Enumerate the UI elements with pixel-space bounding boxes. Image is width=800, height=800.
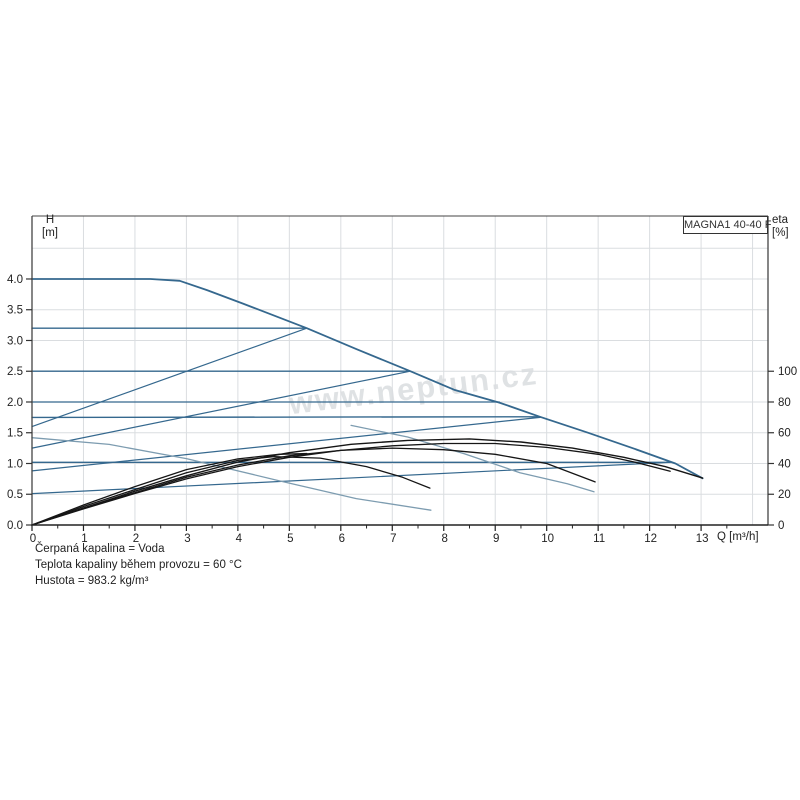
svg-text:7: 7: [390, 533, 396, 545]
svg-text:1: 1: [81, 533, 87, 545]
svg-text:0: 0: [30, 533, 36, 545]
svg-text:13: 13: [696, 533, 709, 545]
series-prop-pressure-B: [31, 370, 411, 449]
svg-text:40: 40: [778, 458, 791, 470]
series-prop-pressure-C: [31, 416, 541, 472]
pump-curve-chart: 0.0 0.5 1.0 1.5 2.0 2.5 3.0 3.5 4.0 0 20 40 60 80 100 0…: [7, 215, 797, 545]
left-axis-title: H [m]: [36, 214, 64, 240]
footnote-density: Hustota = 983.2 kg/m³: [35, 575, 149, 587]
axis-ticks: [26, 278, 774, 531]
series-eta-max: [31, 438, 704, 526]
svg-text:8: 8: [442, 533, 448, 545]
series-eta-duty-C: [31, 447, 596, 526]
svg-text:2.0: 2.0: [7, 397, 23, 409]
series-const-pressure-1.75: [31, 416, 541, 419]
right-axis-title: eta [%]: [772, 214, 800, 240]
series-eta-duty-D: [31, 442, 671, 526]
series-eta-duty-A: [31, 452, 308, 526]
svg-text:0.5: 0.5: [7, 489, 23, 501]
svg-text:0: 0: [778, 520, 784, 532]
svg-text:80: 80: [778, 397, 791, 409]
svg-text:6: 6: [339, 533, 345, 545]
x-axis-title: Q [m³/h]: [717, 531, 759, 543]
right-axis-title-line1: eta: [772, 214, 788, 226]
svg-text:3: 3: [184, 533, 190, 545]
series-min-curve: [31, 437, 432, 511]
plot-frame: [31, 215, 769, 526]
svg-text:4.0: 4.0: [7, 274, 23, 286]
svg-text:12: 12: [644, 533, 657, 545]
footnote-liquid-temperature: Teplota kapaliny během provozu = 60 °C: [35, 559, 242, 571]
svg-text:60: 60: [778, 428, 791, 440]
curve-series: [31, 278, 704, 526]
svg-text:11: 11: [593, 533, 605, 545]
svg-text:4: 4: [236, 533, 243, 545]
svg-text:1.5: 1.5: [7, 428, 23, 440]
series-eta-duty-B: [31, 455, 431, 526]
axis-tick-labels: 0.0 0.5 1.0 1.5 2.0 2.5 3.0 3.5 4.0 0 20 40 60 80 100 0…: [7, 274, 797, 545]
svg-text:3.5: 3.5: [7, 305, 23, 317]
svg-text:100: 100: [778, 366, 797, 378]
svg-text:2: 2: [133, 533, 139, 545]
svg-text:3.0: 3.0: [7, 335, 23, 347]
left-axis-title-line2: [m]: [42, 227, 58, 239]
series-prop-pressure-A: [31, 327, 308, 428]
svg-text:5: 5: [287, 533, 293, 545]
svg-text:2.5: 2.5: [7, 366, 23, 378]
footnote-pumped-liquid: Čerpaná kapalina = Voda: [35, 543, 165, 555]
pump-model-badge: MAGNA1 40-40 F: [683, 216, 771, 234]
left-axis-title-line1: H: [45, 214, 55, 226]
svg-text:0.0: 0.0: [7, 520, 23, 532]
series-aux-curve: [350, 424, 595, 493]
svg-text:9: 9: [493, 533, 499, 545]
right-axis-title-line2: [%]: [772, 227, 789, 239]
svg-text:1.0: 1.0: [7, 458, 23, 470]
chart-footnotes: Čerpaná kapalina = Voda Teplota kapaliny…: [35, 541, 242, 589]
svg-text:20: 20: [778, 489, 791, 501]
svg-text:10: 10: [541, 533, 554, 545]
